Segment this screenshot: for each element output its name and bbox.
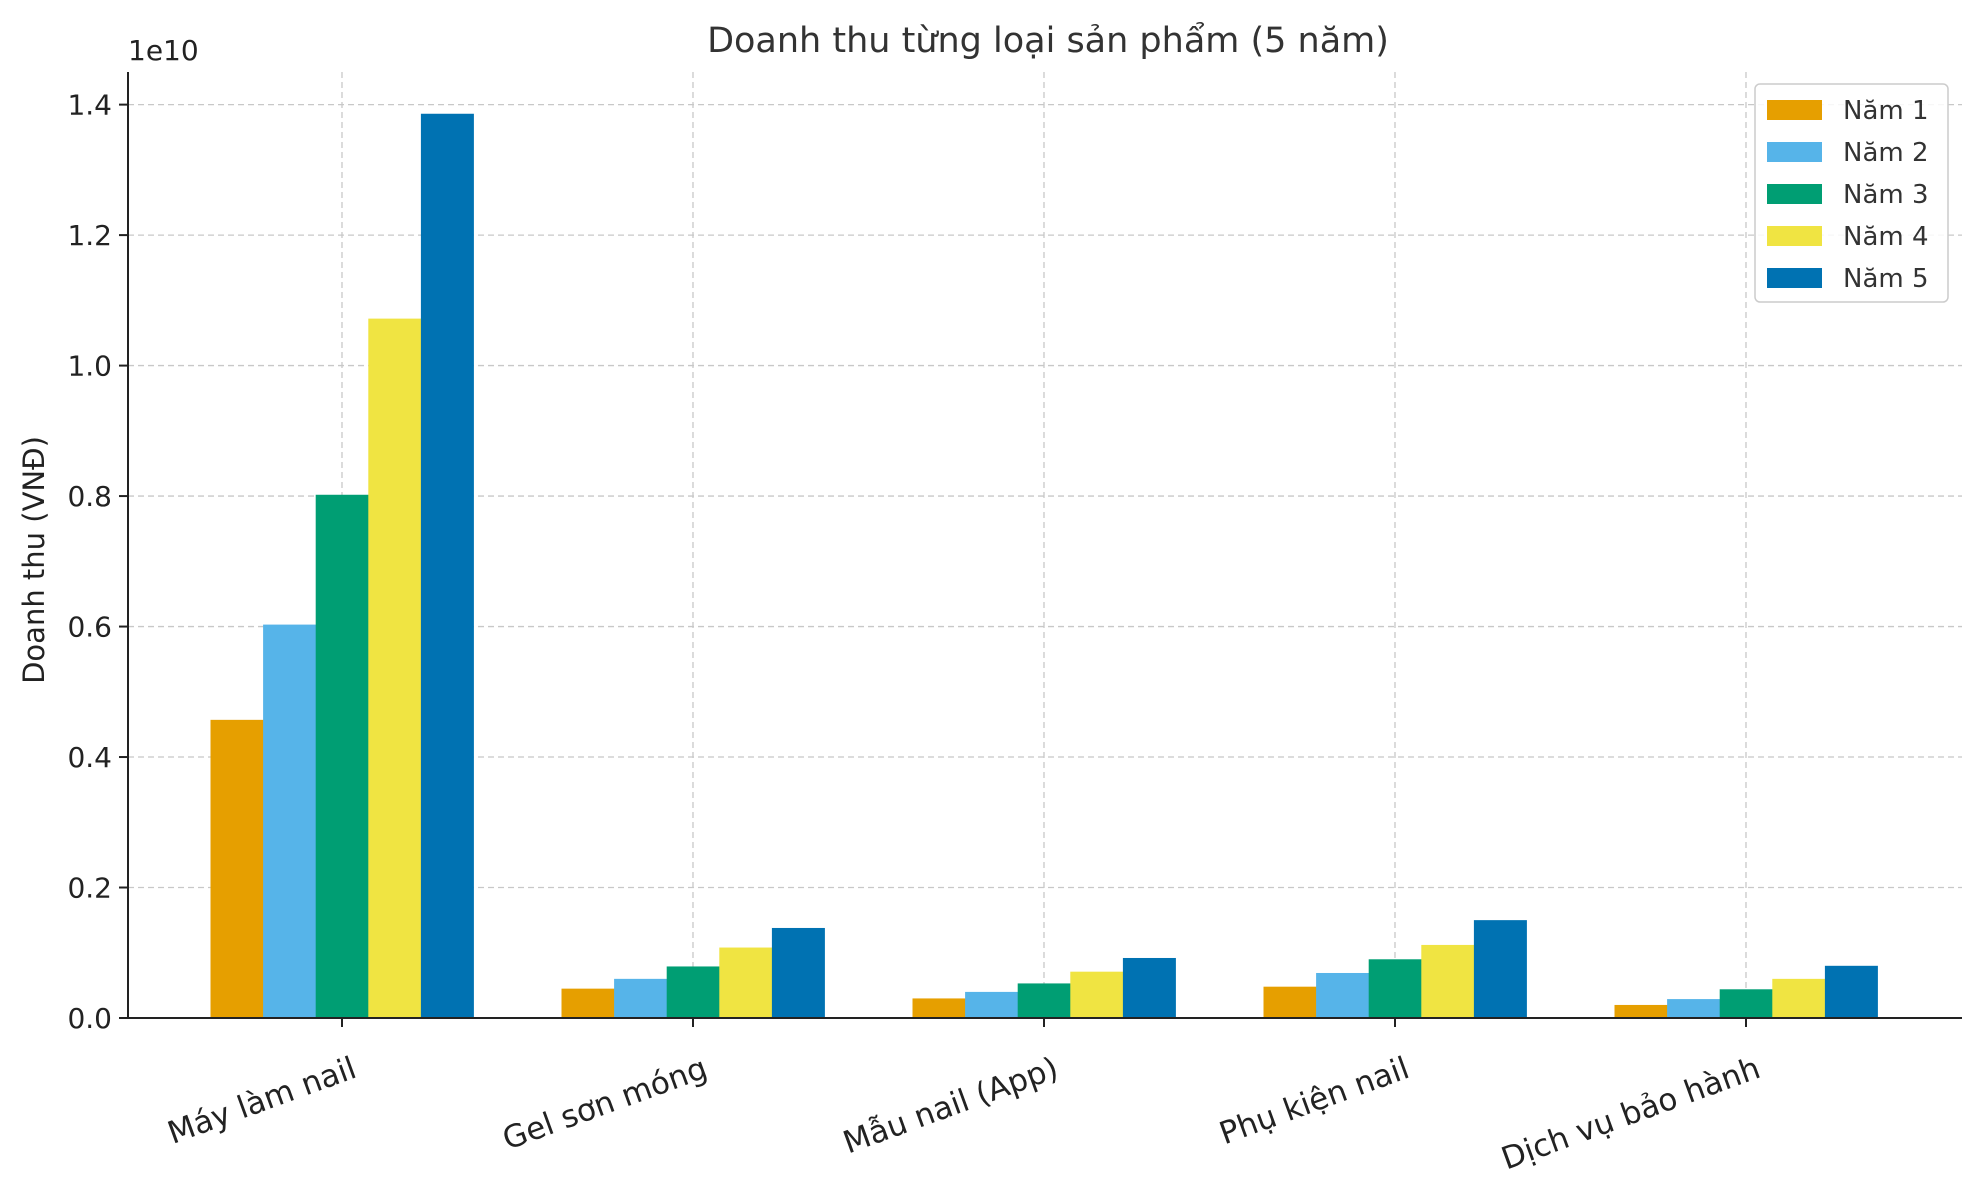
- y-tick-label: 0.2: [67, 872, 112, 905]
- bar: [771, 927, 825, 1018]
- bar: [965, 991, 1019, 1018]
- x-tick-label: Mẫu nail (App): [839, 1050, 1063, 1161]
- bar: [561, 988, 615, 1018]
- y-tick-label: 0.4: [67, 741, 112, 774]
- bar: [263, 624, 317, 1018]
- bars: [210, 113, 1878, 1018]
- bar: [666, 966, 720, 1018]
- x-tick-label: Dịch vụ bảo hành: [1497, 1050, 1765, 1177]
- bar: [1719, 989, 1773, 1018]
- bar: [1316, 972, 1370, 1018]
- legend-swatch: [1767, 184, 1822, 204]
- legend-label: Năm 4: [1843, 222, 1929, 252]
- y-tick-label: 1.2: [67, 219, 112, 252]
- legend-label: Năm 2: [1843, 138, 1929, 168]
- bar: [1368, 959, 1422, 1018]
- legend-label: Năm 5: [1843, 264, 1929, 294]
- bar: [1070, 971, 1124, 1018]
- bar: [912, 998, 966, 1018]
- bar: [315, 494, 369, 1018]
- bar: [1824, 965, 1878, 1018]
- x-tick-label: Máy làm nail: [163, 1050, 361, 1151]
- bar: [719, 947, 773, 1018]
- legend: Năm 1 Năm 2 Năm 3 Năm 4 Năm 5: [1754, 83, 1949, 303]
- bar: [1017, 983, 1071, 1018]
- y-axis-offset-label: 1e10: [128, 34, 199, 67]
- bar: [368, 318, 422, 1018]
- legend-label: Năm 3: [1843, 180, 1929, 210]
- x-tick-label: Gel sơn móng: [498, 1050, 712, 1157]
- legend-box: [1754, 83, 1949, 303]
- bar: [1473, 920, 1527, 1018]
- y-tick-label: 0.6: [67, 611, 112, 644]
- bar: [614, 978, 668, 1018]
- legend-label: Năm 1: [1843, 96, 1929, 126]
- bar: [1421, 944, 1475, 1018]
- y-tick-label: 0.8: [67, 480, 112, 513]
- bar: [420, 113, 474, 1018]
- bar: [210, 719, 264, 1018]
- legend-swatch: [1767, 226, 1822, 246]
- bar: [1263, 986, 1317, 1018]
- y-tick-label: 1.4: [67, 89, 112, 122]
- bar: [1667, 999, 1721, 1018]
- bar: [1122, 957, 1176, 1018]
- legend-swatch: [1767, 142, 1822, 162]
- legend-swatch: [1767, 100, 1822, 120]
- chart-title: Doanh thu từng loại sản phẩm (5 năm): [707, 20, 1389, 61]
- legend-swatch: [1767, 268, 1822, 288]
- x-axis-ticks: Máy làm nail Gel sơn móng Mẫu nail (App) Ph…: [163, 1018, 1765, 1177]
- y-tick-label: 1.0: [67, 350, 112, 383]
- bar: [1614, 1004, 1668, 1018]
- x-tick-label: Phụ kiện nail: [1215, 1050, 1414, 1152]
- y-tick-label: 0.0: [67, 1002, 112, 1035]
- bar: [1772, 978, 1826, 1018]
- y-axis-title: Doanh thu (VNĐ): [17, 436, 51, 684]
- y-axis-ticks: 0.0 0.2 0.4 0.6 0.8 1.0 1.2 1.4: [67, 89, 128, 1035]
